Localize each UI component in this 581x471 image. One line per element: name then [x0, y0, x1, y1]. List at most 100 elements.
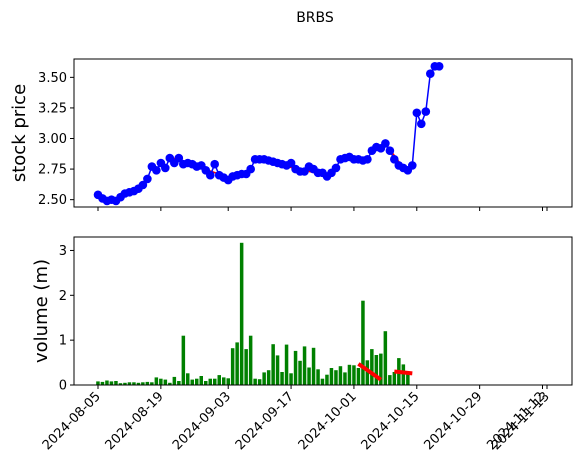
volume-bar: [329, 368, 334, 385]
volume-bar: [343, 372, 347, 385]
volume-bar: [248, 335, 253, 385]
volume-bar: [262, 372, 266, 385]
chart-title: BRBS: [296, 10, 334, 26]
volume-bar: [370, 349, 374, 385]
volume-bar: [298, 360, 302, 385]
volume-bar: [365, 360, 370, 385]
price-point: [385, 146, 395, 155]
price-point: [161, 163, 170, 173]
price-point: [331, 163, 341, 173]
volume-bar: [325, 374, 329, 385]
volume-bar: [401, 364, 406, 385]
volume-ytick-label: 1: [59, 334, 67, 349]
volume-bar: [239, 242, 244, 385]
volume-bar: [150, 382, 154, 385]
volume-bar: [118, 383, 123, 385]
price-panel: 2.50 2.75 3.00 3.25 3.50 stock price: [9, 58, 573, 211]
price-point: [421, 107, 431, 116]
volume-bar: [163, 379, 168, 385]
volume-bar: [244, 349, 248, 385]
price-point: [412, 108, 422, 118]
price-point: [206, 170, 215, 180]
price-point: [390, 155, 399, 164]
volume-ytick-label: 3: [59, 244, 67, 259]
price-point: [417, 119, 426, 129]
volume-bar: [230, 348, 235, 385]
volume-bar: [334, 370, 338, 385]
volume-bar: [222, 377, 226, 385]
volume-bar: [388, 375, 392, 385]
volume-bar: [136, 382, 141, 385]
price-ytick-label: 2.50: [38, 193, 67, 208]
volume-bar: [186, 373, 190, 385]
price-point: [152, 166, 161, 175]
volume-bar: [181, 335, 186, 385]
price-ytick-label: 3.00: [38, 132, 67, 147]
volume-bar: [159, 378, 163, 385]
volume-bar: [105, 380, 109, 385]
price-point: [363, 155, 372, 164]
volume-bar: [316, 369, 320, 385]
volume-bar: [302, 346, 307, 385]
volume-bar: [127, 382, 132, 385]
volume-bar: [172, 376, 177, 385]
volume-bar: [383, 331, 388, 385]
price-point: [174, 153, 184, 163]
volume-bar: [235, 342, 239, 385]
price-ytick-label: 2.75: [38, 163, 67, 178]
volume-bar: [168, 382, 172, 385]
volume-bar: [392, 372, 397, 385]
volume-bar: [132, 382, 136, 385]
volume-bar: [190, 379, 194, 385]
volume-bar: [199, 376, 203, 385]
volume-bar: [293, 350, 298, 385]
volume-bar: [145, 381, 150, 385]
volume-bar: [253, 378, 257, 385]
volume-bar: [379, 353, 383, 385]
volume-bar: [114, 381, 118, 385]
volume-bar: [374, 355, 379, 385]
price-point: [426, 69, 435, 78]
volume-bar: [195, 378, 199, 385]
volume-bar: [208, 378, 212, 385]
volume-bar: [96, 381, 100, 385]
volume-bar: [284, 344, 289, 385]
volume-bar: [257, 379, 262, 385]
volume-bar: [361, 300, 365, 385]
price-point: [286, 158, 296, 168]
volume-bar: [123, 382, 127, 385]
volume-bar: [154, 377, 159, 385]
price-point: [381, 139, 390, 148]
volume-bar: [217, 375, 221, 385]
volume-bar: [320, 378, 325, 385]
volume-bar: [311, 347, 316, 385]
price-axes-frame: [73, 58, 573, 208]
volume-bar: [307, 367, 311, 385]
price-point: [434, 62, 444, 71]
volume-bar: [204, 381, 208, 385]
volume-bar: [356, 368, 361, 385]
volume-bar: [347, 364, 352, 385]
price-point: [210, 159, 219, 169]
volume-ytick-label: 2: [59, 289, 67, 304]
volume-bar: [271, 344, 275, 385]
volume-bar: [141, 382, 145, 385]
volume-bar: [226, 378, 230, 385]
volume-bar: [289, 373, 293, 385]
volume-bar: [213, 378, 217, 385]
volume-ylabel: volume (m): [31, 259, 52, 363]
volume-bar: [266, 370, 271, 385]
volume-bar: [280, 372, 284, 385]
price-point: [138, 180, 148, 190]
volume-bar: [177, 381, 181, 385]
volume-axes-frame: [73, 236, 573, 386]
price-point: [143, 174, 152, 184]
price-point: [408, 161, 417, 170]
price-ylabel: stock price: [9, 84, 30, 182]
volume-trend-line: [357, 362, 383, 382]
volume-ytick-label: 0: [59, 379, 67, 394]
volume-bar: [406, 372, 410, 385]
volume-trend-line: [394, 369, 413, 376]
volume-bar: [109, 381, 114, 385]
